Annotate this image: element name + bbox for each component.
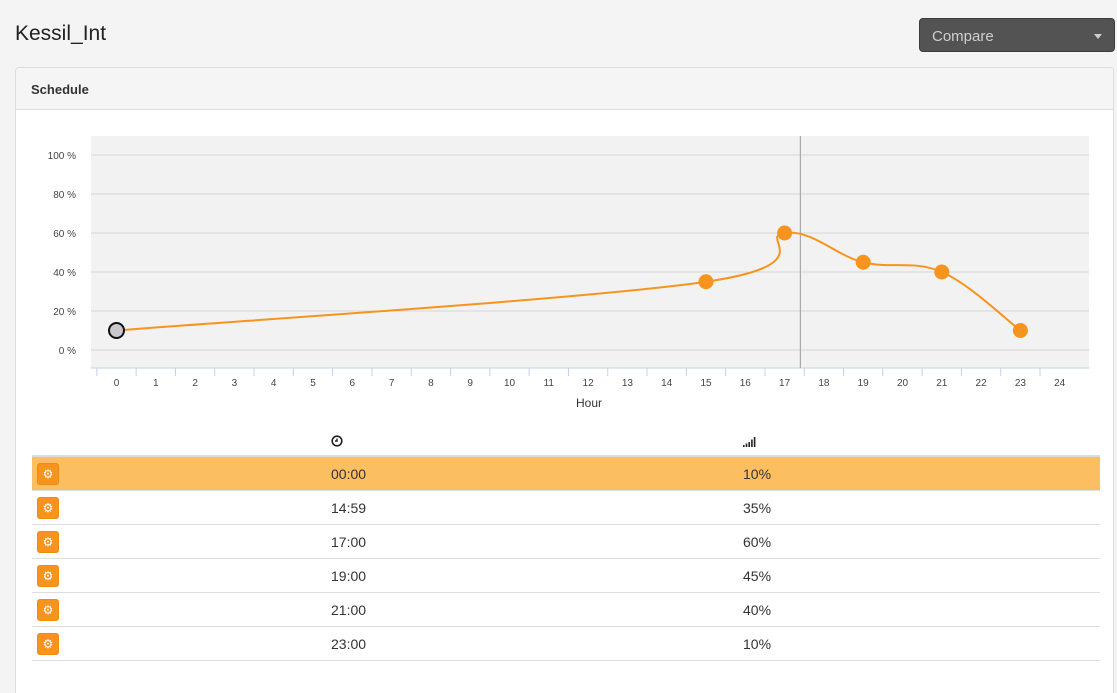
row-level: 40% [743,601,772,618]
x-tick-label: 10 [504,378,516,389]
x-tick-label: 11 [544,378,555,389]
row-time: 14:59 [331,499,367,516]
y-tick-label: 80 % [53,190,76,201]
x-tick-label: 2 [192,378,198,389]
table-row[interactable]: ⚙ 23:00 10% [32,627,1100,661]
row-time: 19:00 [331,567,367,584]
x-tick-label: 17 [779,378,791,389]
row-level: 10% [743,635,772,652]
row-time: 21:00 [331,601,367,618]
panel-heading: Schedule [16,68,1113,110]
table-row[interactable]: ⚙ 14:59 35% [32,491,1100,525]
table-body: ⚙ 00:00 10% ⚙ 14:59 35% ⚙ 17:00 60% ⚙ 19:00 45% ⚙ 21:… [32,457,1100,661]
x-tick-label: 9 [467,378,473,389]
x-tick-label: 0 [114,378,120,389]
x-tick-label: 20 [897,378,909,389]
data-point[interactable] [934,264,950,280]
compare-dropdown[interactable]: Compare [919,18,1115,52]
gear-icon[interactable]: ⚙ [37,462,59,485]
gear-icon[interactable]: ⚙ [37,530,59,553]
row-level: 60% [743,533,772,550]
row-level: 45% [743,567,772,584]
x-tick-label: 8 [428,378,434,389]
signal-bars-icon [743,434,757,450]
x-tick-label: 19 [858,378,870,389]
chevron-down-icon [1094,34,1102,39]
x-tick-label: 3 [232,378,238,389]
data-point[interactable] [855,254,871,270]
y-tick-label: 100 % [48,151,76,162]
row-time: 17:00 [331,533,367,550]
data-point[interactable] [777,225,793,241]
clock-icon [331,434,343,450]
row-level: 35% [743,499,772,516]
y-tick-label: 20 % [53,307,76,318]
x-tick-label: 12 [583,378,595,389]
row-level: 10% [743,465,772,482]
schedule-panel: Schedule 0 % 20 % 40 % 60 % 80 % 100 % 0 1 2 3 4 5 6… [15,67,1114,693]
x-tick-label: 21 [936,378,948,389]
schedule-table: ⚙ 00:00 10% ⚙ 14:59 35% ⚙ 17:00 60% ⚙ 19:00 45% ⚙ 21:… [32,428,1100,661]
table-row[interactable]: ⚙ 21:00 40% [32,593,1100,627]
page-title: Kessil_Int [15,22,107,45]
row-time: 23:00 [331,635,367,652]
x-tick-label: 24 [1054,378,1066,389]
x-tick-label: 7 [389,378,395,389]
y-tick-label: 0 % [59,346,76,357]
gear-icon[interactable]: ⚙ [37,632,59,655]
x-tick-label: 13 [622,378,634,389]
x-axis-label: Hour [576,396,602,410]
data-point-selected[interactable] [108,322,125,339]
table-row[interactable]: ⚙ 17:00 60% [32,525,1100,559]
y-tick-label: 60 % [53,229,76,240]
table-header [32,428,1100,457]
x-tick-label: 15 [700,378,712,389]
table-row[interactable]: ⚙ 19:00 45% [32,559,1100,593]
y-tick-label: 40 % [53,268,76,279]
x-tick-label: 5 [310,378,316,389]
chart-svg: 0 %20 %40 %60 %80 %100 %0 1 2 3 4 5 6 7 8 9 10 11 12… [48,136,1089,410]
x-tick-label: 1 [153,378,159,389]
x-tick-label: 6 [350,378,356,389]
gear-icon[interactable]: ⚙ [37,564,59,587]
plot-background [91,136,1089,368]
x-tick-label: 14 [661,378,673,389]
gear-icon[interactable]: ⚙ [37,496,59,519]
data-point[interactable] [698,274,714,290]
gear-icon[interactable]: ⚙ [37,598,59,621]
data-point[interactable] [1012,323,1028,338]
compare-label: Compare [932,28,994,45]
x-tick-label: 18 [818,378,830,389]
x-tick-label: 4 [271,378,277,389]
x-tick-label: 22 [976,378,988,389]
row-time: 00:00 [331,465,367,482]
x-tick-label: 16 [740,378,752,389]
schedule-chart: 0 % 20 % 40 % 60 % 80 % 100 % 0 1 2 3 4 5 6 7 8 9 10 11 12… [16,68,1115,433]
x-tick-label: 23 [1015,378,1027,389]
table-row[interactable]: ⚙ 00:00 10% [32,457,1100,491]
